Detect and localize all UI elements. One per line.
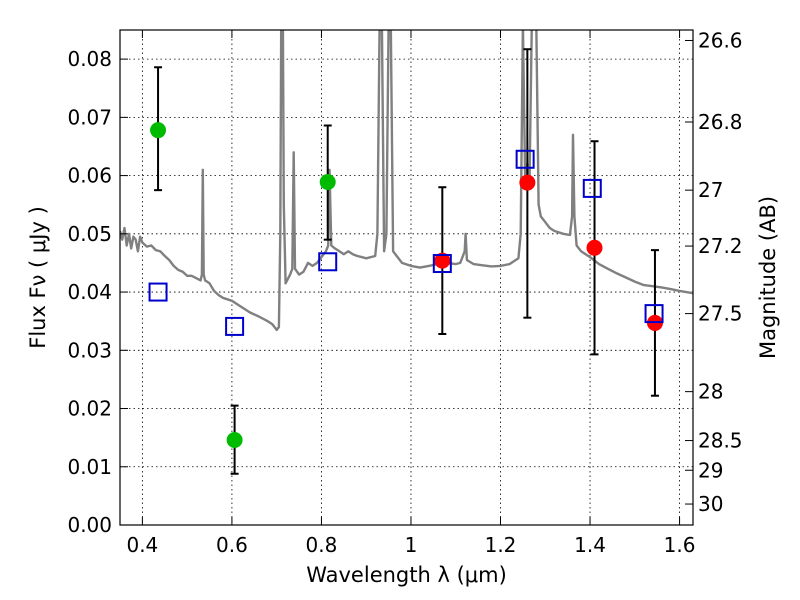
model-square-2 (318, 252, 338, 272)
data-point-0-1 (226, 431, 243, 448)
data-point-0-0 (150, 122, 167, 139)
model-square-3 (432, 254, 452, 274)
y-tick-label: 0.05 (67, 222, 112, 246)
model-square-1 (225, 316, 245, 336)
x-tick-label: 0.4 (126, 533, 158, 557)
y2-tick-label: 29 (698, 458, 723, 482)
x-tick-label: 1.2 (485, 533, 517, 557)
y-tick-label: 0.07 (67, 105, 112, 129)
y-tick-label: 0.06 (67, 164, 112, 188)
plot-frame (119, 29, 694, 526)
y2-tick-label: 28.5 (698, 429, 743, 453)
x-tick-label: 1.6 (664, 533, 696, 557)
y2-axis-title: Magnitude (AB) (756, 196, 780, 359)
model-square-0 (148, 282, 168, 302)
y2-tick-label: 26.6 (698, 28, 743, 52)
data-point-1-2 (586, 239, 603, 256)
y2-tick-label: 30 (698, 492, 723, 516)
model-square-4 (515, 149, 535, 169)
y-tick-label: 0.03 (67, 338, 112, 362)
x-axis-title: Wavelength λ (μm) (306, 563, 507, 587)
y2-tick-label: 27 (698, 178, 723, 202)
x-tick-label: 0.6 (216, 533, 248, 557)
grid (120, 30, 693, 526)
x-tick-label: 1.4 (574, 533, 606, 557)
model-spectrum-line (120, 30, 693, 332)
y2-tick-label: 28 (698, 380, 723, 404)
data-point-0-2 (319, 173, 336, 190)
model-square-6 (644, 304, 664, 324)
y-tick-label: 0.01 (67, 455, 112, 479)
y-tick-label: 0.00 (67, 513, 112, 537)
y2-tick-label: 27.5 (698, 302, 743, 326)
x-tick-label: 1 (405, 533, 418, 557)
y-tick-label: 0.02 (67, 397, 112, 421)
y-tick-label: 0.08 (67, 47, 112, 71)
y2-tick-label: 26.8 (698, 110, 743, 134)
y-axis-title: Flux Fν ( μJy ) (26, 206, 50, 349)
model-square-5 (582, 178, 602, 198)
data-point-1-1 (519, 174, 536, 191)
x-tick-label: 0.8 (306, 533, 338, 557)
y-tick-label: 0.04 (67, 280, 112, 304)
y2-tick-label: 27.2 (698, 234, 743, 258)
